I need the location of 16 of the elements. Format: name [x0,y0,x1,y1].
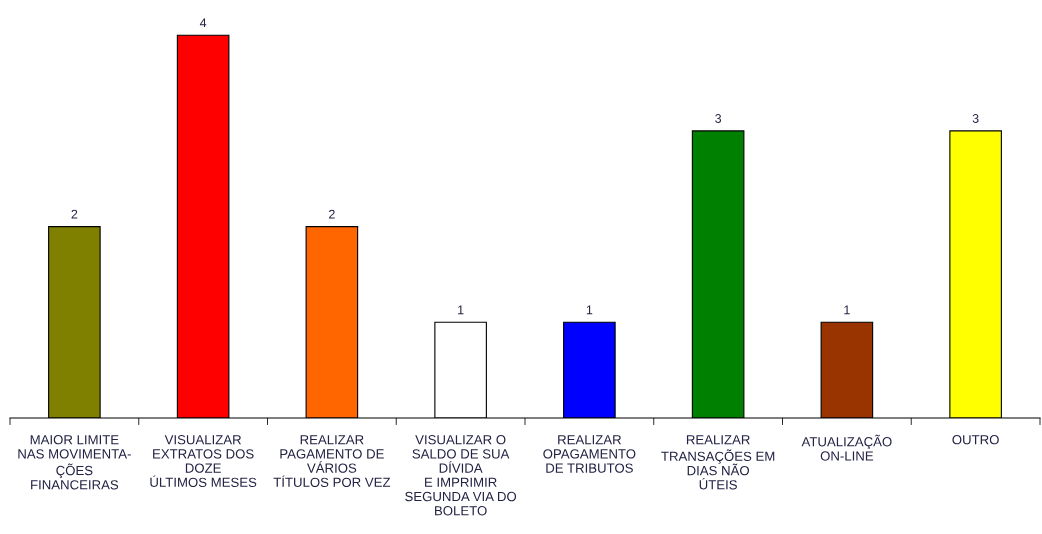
data-label: 2 [71,209,78,219]
x-tick-label: VISUALIZAR EXTRATOS DOS DOZE ÚLTIMOS MESES [150,435,257,487]
data-label: 3 [972,114,979,123]
data-label: 1 [458,305,464,315]
data-label: 1 [586,305,593,315]
data-label: 2 [329,209,335,219]
x-tick-label: ATUALIZAÇÃO ON-LINE [801,434,892,461]
data-label: 4 [199,18,207,28]
data-label: 3 [715,114,722,123]
x-tick-label: VISUALIZAR O SALDO DE SUA DÍVIDA E IMPRIMIR SEGUNDA VIA DO BOLETO [405,435,517,516]
data-label: 1 [844,305,850,315]
x-tick-label: REALIZAR PAGAMENTO DE VÁRIOS TÍTULOS POR VEZ [273,435,391,487]
x-tick-label: MAIOR LIMITE NAS MOVIMENTA- ÇÕES FINANCEIRAS [18,435,131,490]
x-tick-label: REALIZAR OPAGAMENTO DE TRIBUTOS [543,435,636,473]
x-tick-label: REALIZAR TRANSAÇÕES EM DIAS NÃO ÚTEIS [661,435,775,490]
x-tick-label: OUTRO [952,435,999,445]
